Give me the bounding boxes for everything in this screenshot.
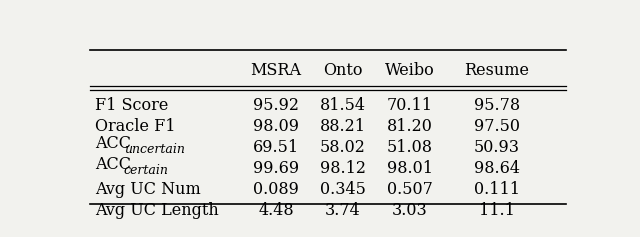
Text: Weibo: Weibo [385,62,435,79]
Text: 98.12: 98.12 [320,160,366,178]
Text: 98.09: 98.09 [253,118,299,136]
Text: certain: certain [124,164,168,177]
Text: ACC: ACC [95,156,131,173]
Text: 0.089: 0.089 [253,182,299,198]
Text: 0.507: 0.507 [387,182,433,198]
Text: 98.64: 98.64 [474,160,520,178]
Text: 3.03: 3.03 [392,202,428,219]
Text: 98.01: 98.01 [387,160,433,178]
Text: ACC: ACC [95,135,131,152]
Text: 88.21: 88.21 [320,118,366,136]
Text: 99.69: 99.69 [253,160,299,178]
Text: 4.48: 4.48 [258,202,294,219]
Text: 58.02: 58.02 [320,139,366,156]
Text: 81.20: 81.20 [387,118,433,136]
Text: 81.54: 81.54 [320,97,366,114]
Text: 69.51: 69.51 [253,139,299,156]
Text: 11.1: 11.1 [479,202,515,219]
Text: 95.78: 95.78 [474,97,520,114]
Text: Onto: Onto [323,62,363,79]
Text: uncertain: uncertain [124,142,184,155]
Text: 51.08: 51.08 [387,139,433,156]
Text: 3.74: 3.74 [325,202,361,219]
Text: MSRA: MSRA [250,62,301,79]
Text: F1 Score: F1 Score [95,97,168,114]
Text: Oracle F1: Oracle F1 [95,118,175,136]
Text: 70.11: 70.11 [387,97,433,114]
Text: Avg UC Length: Avg UC Length [95,202,219,219]
Text: 95.92: 95.92 [253,97,299,114]
Text: 0.345: 0.345 [320,182,366,198]
Text: Resume: Resume [464,62,529,79]
Text: 97.50: 97.50 [474,118,520,136]
Text: Avg UC Num: Avg UC Num [95,182,200,198]
Text: 0.111: 0.111 [474,182,520,198]
Text: 50.93: 50.93 [474,139,520,156]
